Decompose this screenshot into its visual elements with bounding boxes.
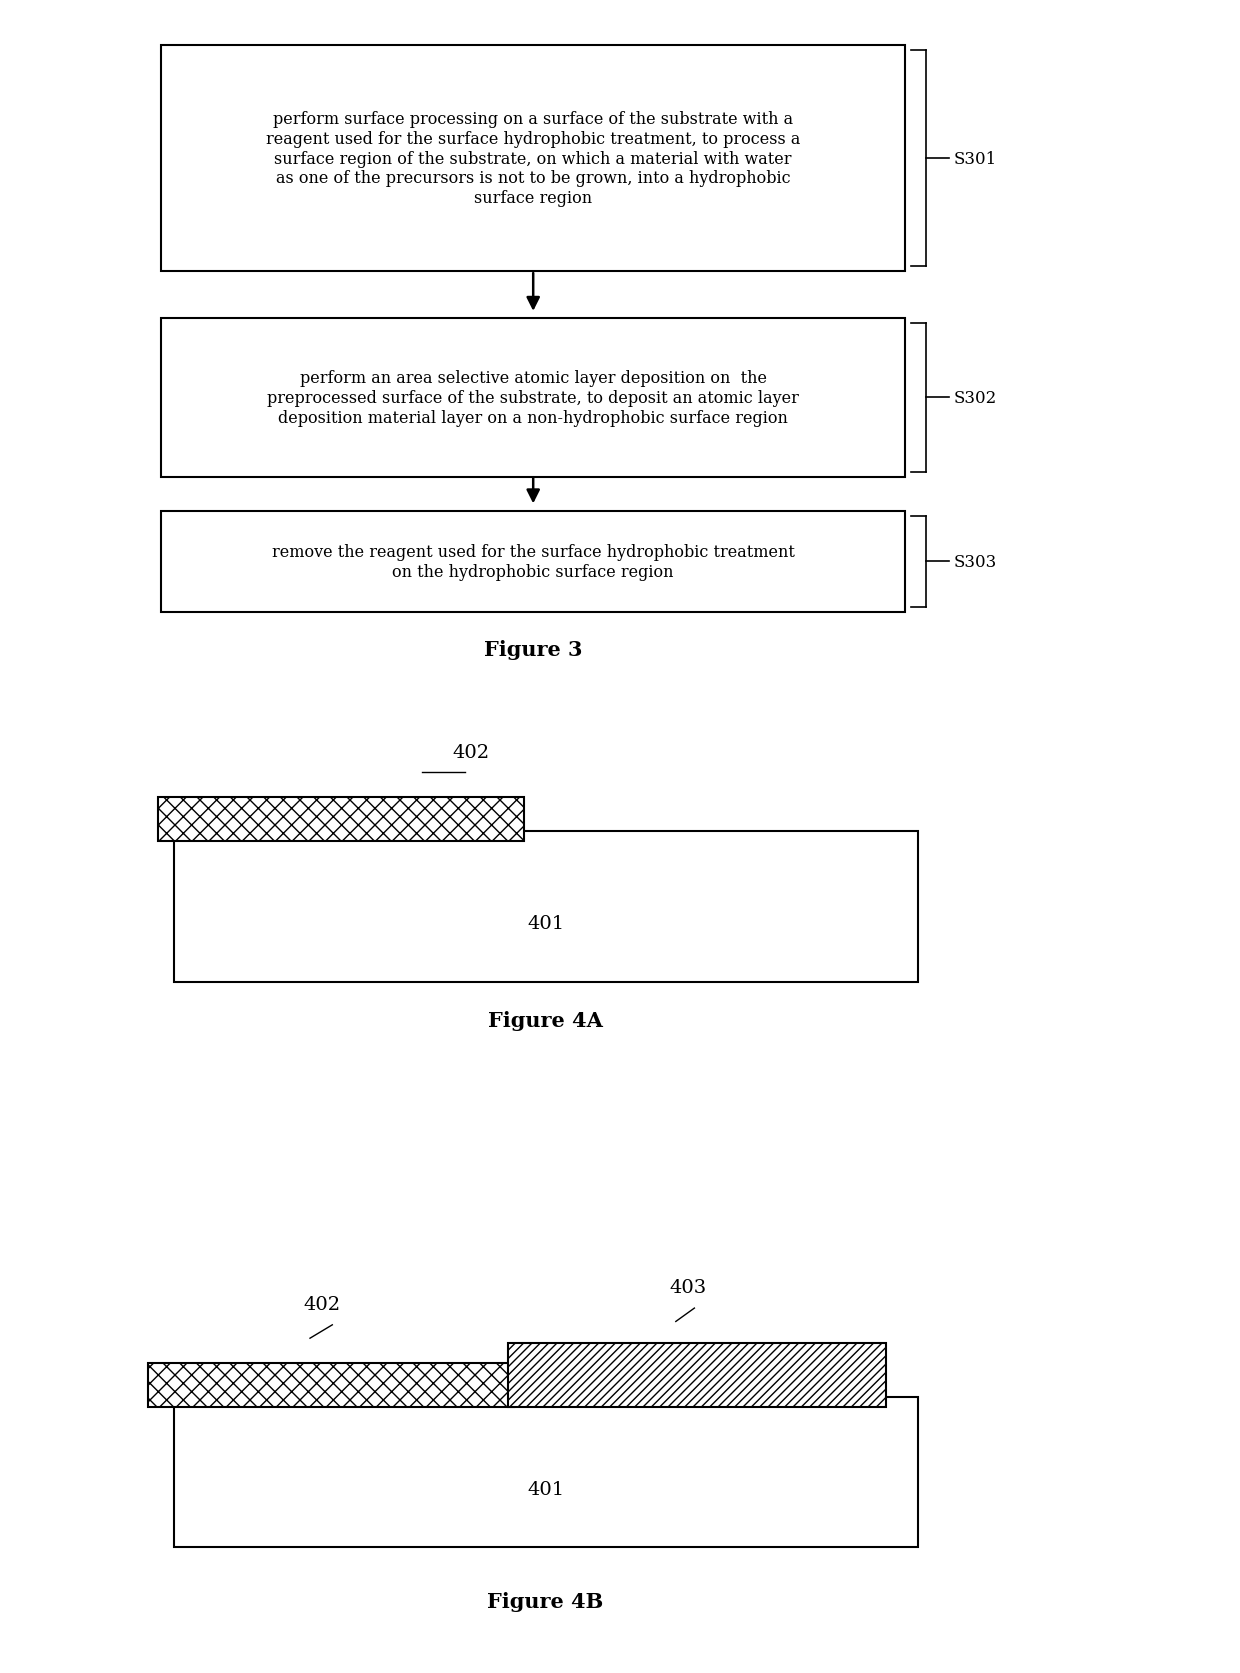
Bar [149,1363,513,1407]
Text: 401: 401 [527,915,564,932]
Text: perform an area selective atomic layer deposition on  the
preprocessed surface o: perform an area selective atomic layer d… [268,370,799,427]
Text: 403: 403 [670,1278,707,1297]
Bar [174,831,918,982]
Text: Figure 3: Figure 3 [484,639,583,659]
Text: remove the reagent used for the surface hydrophobic treatment
on the hydrophobic: remove the reagent used for the surface … [272,544,795,581]
Text: S302: S302 [954,390,997,407]
Text: perform surface processing on a surface of the substrate with a
reagent used for: perform surface processing on a surface … [267,112,800,206]
Bar [159,798,523,842]
Text: Figure 4B: Figure 4B [487,1591,604,1611]
Text: 402: 402 [453,743,490,761]
Text: 401: 401 [527,1481,564,1497]
Bar [161,318,905,478]
Text: S301: S301 [954,151,997,167]
Text: Figure 4A: Figure 4A [489,1010,603,1031]
Bar [174,1397,918,1548]
Bar [508,1343,887,1407]
Bar [161,512,905,612]
Text: 402: 402 [304,1295,341,1313]
Text: S303: S303 [954,554,997,570]
Bar [161,45,905,271]
